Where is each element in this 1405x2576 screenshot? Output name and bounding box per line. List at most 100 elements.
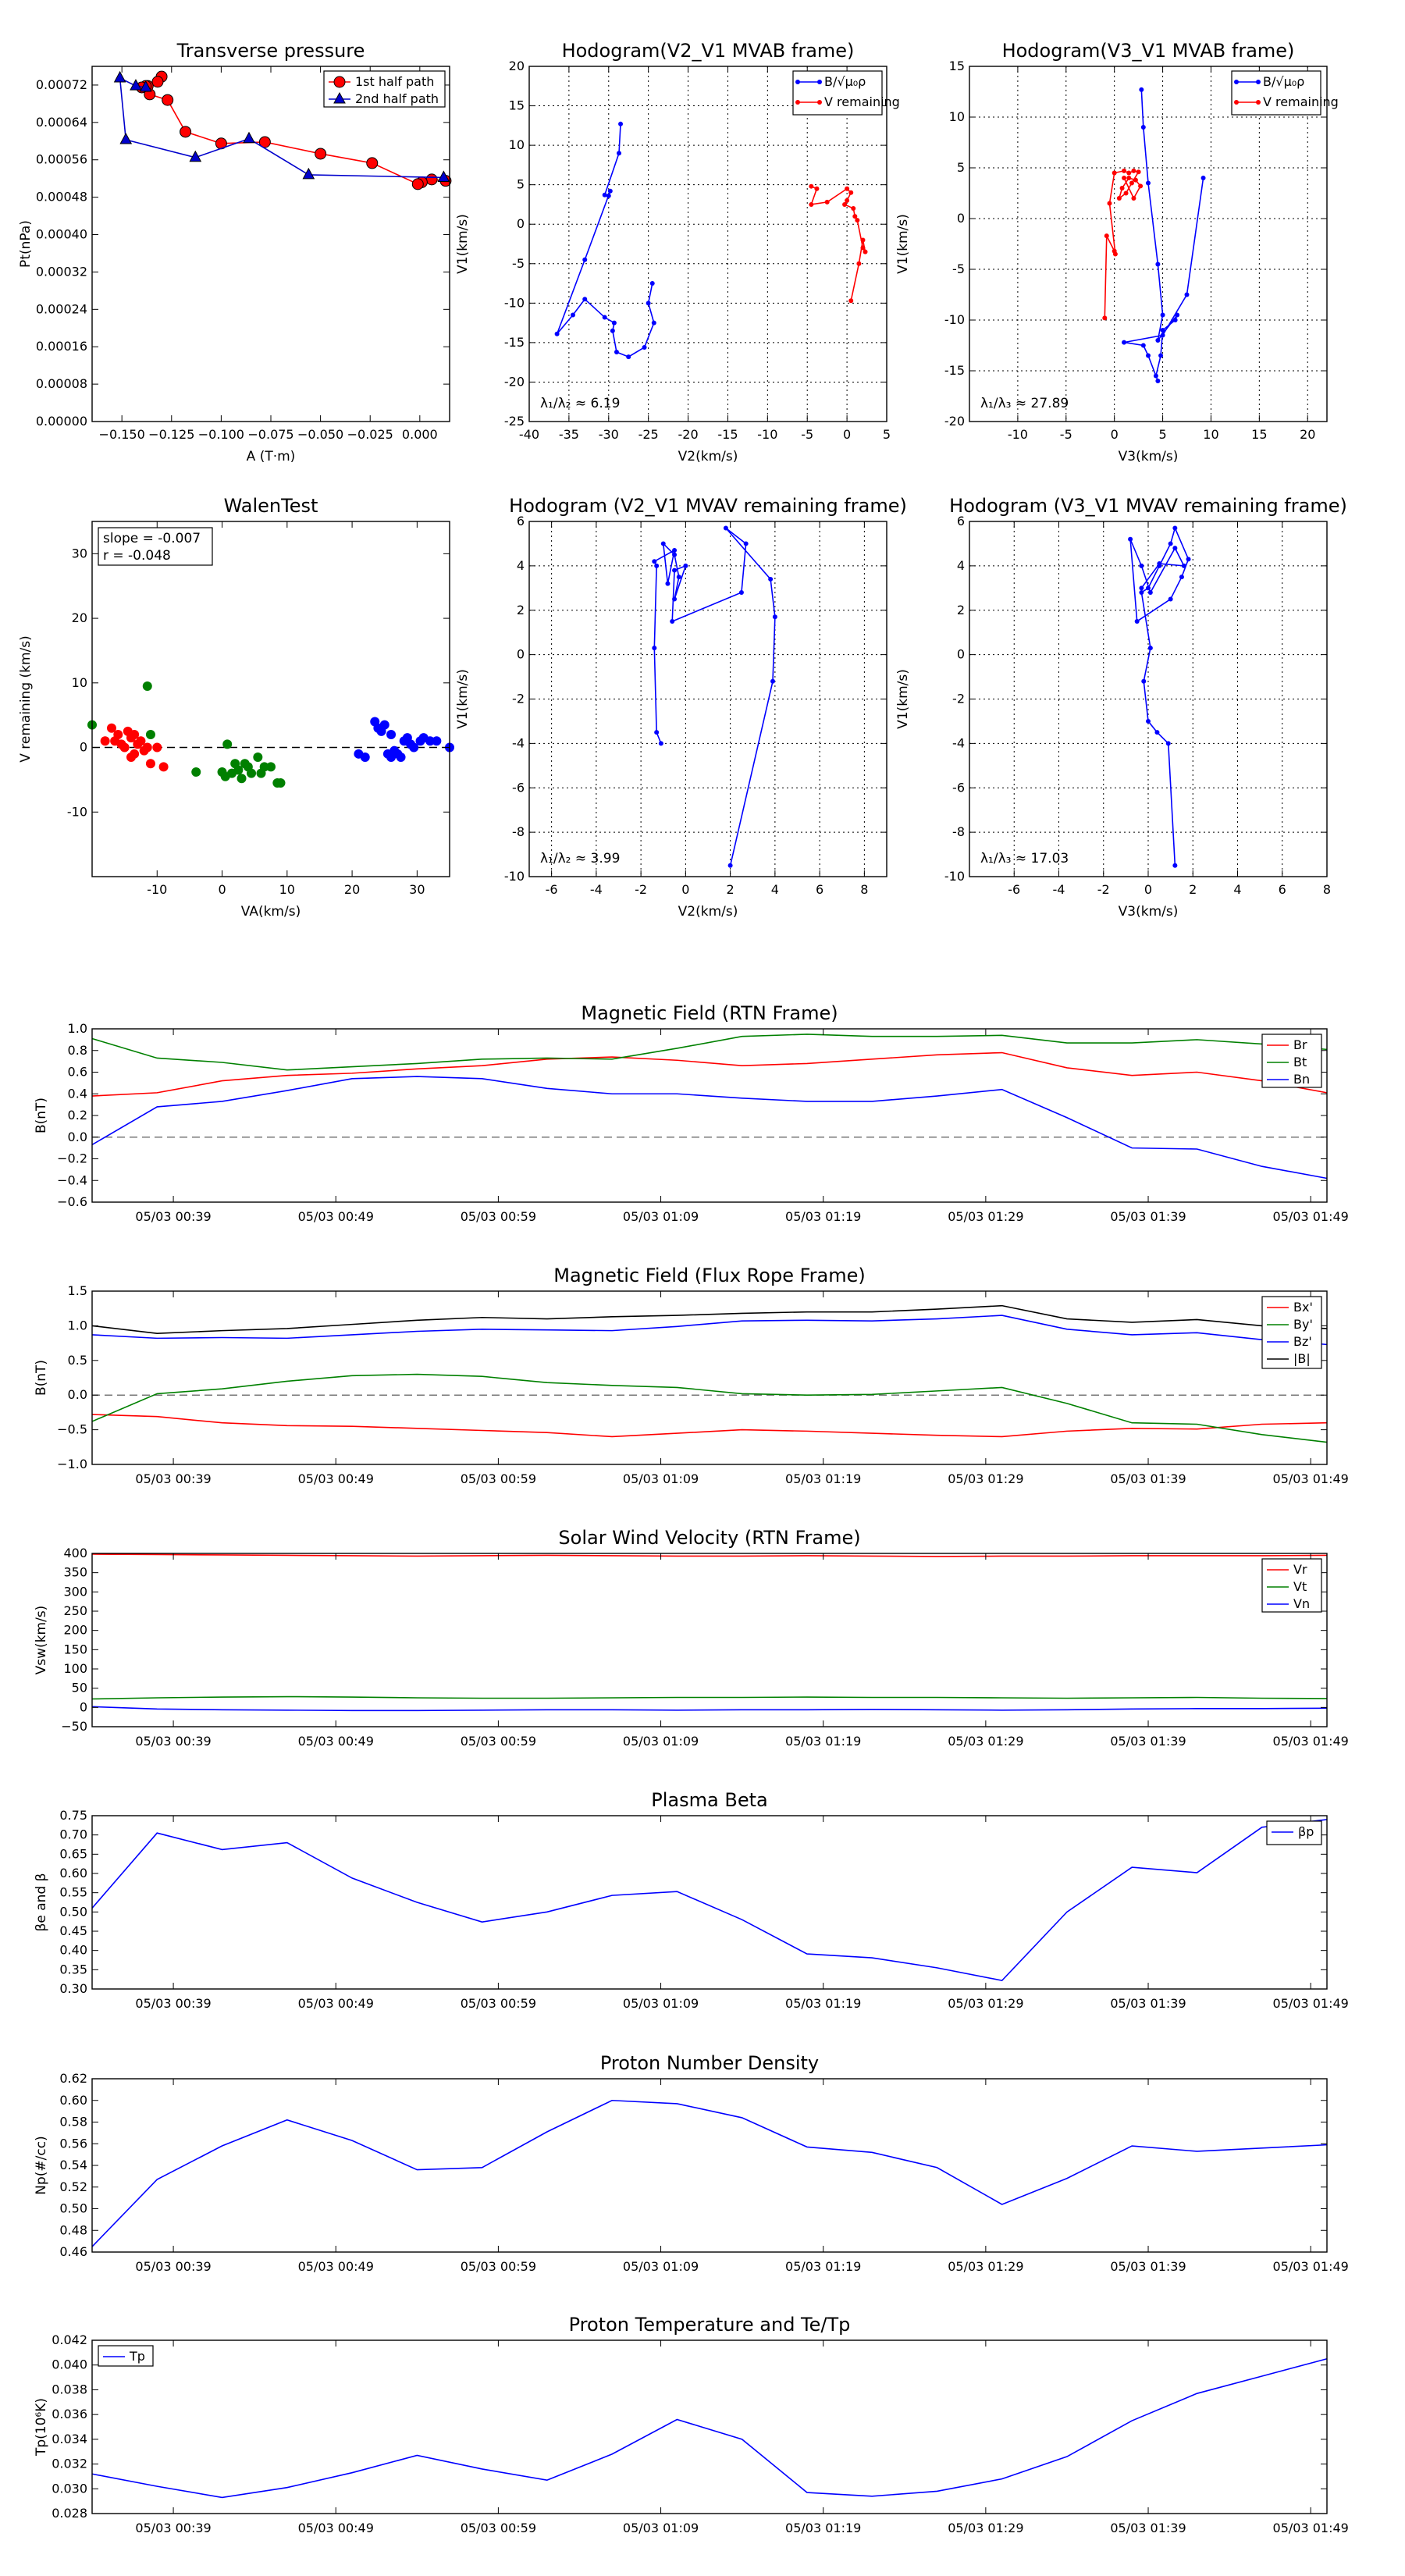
x-tick-label: 05/03 00:59 xyxy=(461,1734,536,1749)
y-axis-label: V1(km/s) xyxy=(895,214,911,274)
data-point xyxy=(1155,262,1161,267)
x-tick-label: −0.100 xyxy=(198,427,244,442)
chart-magnetic_field_rtn: Magnetic Field (RTN Frame) −0.6 −0.4 −0.2 0.… xyxy=(34,1002,1349,1224)
y-tick-label: -20 xyxy=(504,374,525,389)
legend-box xyxy=(1261,1034,1322,1088)
y-tick-label: -6 xyxy=(952,780,965,795)
data-point xyxy=(863,249,868,254)
y-tick-label: 0.2 xyxy=(68,1108,87,1123)
x-tick-label: −0.075 xyxy=(247,427,293,442)
series-line xyxy=(91,1034,1328,1071)
x-tick-label: -10 xyxy=(1008,427,1028,442)
x-tick-label: 05/03 01:49 xyxy=(1273,2521,1349,2535)
y-tick-label: −0.4 xyxy=(57,1172,87,1187)
x-tick-label: 2 xyxy=(727,882,735,897)
x-tick-label: 05/03 01:39 xyxy=(1110,1209,1186,1224)
data-point xyxy=(1131,196,1136,201)
y-tick-label: 30 xyxy=(72,546,87,560)
data-point xyxy=(386,730,397,739)
x-tick-label: 4 xyxy=(1233,882,1241,897)
data-point xyxy=(139,80,152,92)
y-tick-label: 2 xyxy=(517,603,525,617)
data-point xyxy=(119,132,133,144)
series-line xyxy=(91,1706,1328,1712)
data-point xyxy=(100,736,110,746)
legend: Vr Vt Vn xyxy=(1261,1558,1322,1613)
y-tick-label: 0.040 xyxy=(52,2357,87,2372)
data-point xyxy=(1126,170,1132,176)
x-axis-label: V2(km/s) xyxy=(678,449,738,464)
x-tick-label: -2 xyxy=(635,882,647,897)
legend-marker xyxy=(1234,100,1239,105)
legend: 1st half path 2nd half path xyxy=(323,70,446,108)
data-point xyxy=(1153,373,1158,379)
data-point xyxy=(809,201,814,207)
x-tick-label: 05/03 00:59 xyxy=(461,1209,536,1224)
y-tick-label: 0.00016 xyxy=(36,339,87,354)
x-tick-label: 10 xyxy=(279,882,295,897)
data-point xyxy=(1128,536,1133,542)
series-line xyxy=(91,2099,1328,2247)
plot-frame xyxy=(969,66,1328,422)
x-tick-label: -4 xyxy=(1053,882,1065,897)
x-tick-label: 05/03 01:29 xyxy=(948,1996,1023,2011)
data-point xyxy=(1184,292,1190,297)
plot-frame xyxy=(91,1028,1328,1203)
y-tick-label: 350 xyxy=(63,1565,87,1580)
y-tick-label: 2 xyxy=(957,603,965,617)
legend-marker xyxy=(795,100,800,105)
legend-box xyxy=(792,70,883,116)
series-line xyxy=(91,1315,1328,1346)
data-point xyxy=(651,320,656,326)
x-tick-label: -10 xyxy=(147,882,167,897)
x-axis-label: V2(km/s) xyxy=(678,904,738,920)
series-2 xyxy=(1102,168,1144,321)
y-tick-label: 0.00072 xyxy=(36,77,87,92)
y-tick-label: 0.58 xyxy=(59,2115,87,2129)
y-tick-label: 6 xyxy=(517,514,525,528)
plot-frame xyxy=(91,1290,1328,1465)
data-point xyxy=(1172,525,1178,531)
data-point xyxy=(247,768,257,778)
data-point xyxy=(1168,541,1173,546)
x-tick-label: 05/03 01:49 xyxy=(1273,2259,1349,2274)
y-tick-label: −0.6 xyxy=(57,1194,87,1209)
y-tick-label: 0.8 xyxy=(68,1043,87,1058)
legend: βp xyxy=(1266,1820,1322,1845)
data-point xyxy=(654,730,660,735)
plot-frame xyxy=(91,1553,1328,1727)
series-line xyxy=(91,1076,1328,1179)
data-point xyxy=(130,749,140,759)
data-point xyxy=(1160,333,1165,338)
series-line xyxy=(1123,89,1204,382)
series-1 xyxy=(1128,525,1191,868)
data-point xyxy=(1123,190,1129,196)
x-tick-label: -35 xyxy=(559,427,579,442)
y-tick-label: 1.0 xyxy=(68,1021,87,1036)
data-point xyxy=(1122,168,1127,173)
legend: B/√μ₀ρ V remaining xyxy=(1231,70,1339,116)
x-tick-label: 05/03 01:09 xyxy=(623,2259,699,2274)
legend-label: V remaining xyxy=(824,94,900,109)
data-point xyxy=(142,681,152,691)
x-tick-label: -20 xyxy=(678,427,698,442)
ratio-annotation: λ₁/λ₂ ≈ 3.99 xyxy=(540,851,620,866)
y-tick-label: 5 xyxy=(957,160,965,175)
data-point xyxy=(411,178,424,190)
y-tick-label: -15 xyxy=(504,335,525,350)
chart-title: Proton Number Density xyxy=(600,2052,819,2074)
y-tick-label: -15 xyxy=(944,363,965,378)
chart-transverse_pressure: Transverse pressure 0.00000 0.00008 0.00016… xyxy=(18,40,452,464)
x-tick-label: 0.000 xyxy=(402,427,438,442)
y-tick-label: −50 xyxy=(61,1719,87,1734)
data-point xyxy=(1116,196,1122,201)
y-tick-label: 4 xyxy=(957,558,965,573)
series-line xyxy=(91,1553,1328,1557)
x-tick-label: 5 xyxy=(1158,427,1166,442)
chart-title: Proton Temperature and Te/Tp xyxy=(569,2314,851,2336)
data-point xyxy=(396,752,406,762)
y-tick-label: -5 xyxy=(512,256,525,271)
y-tick-label: 15 xyxy=(509,98,525,113)
data-point xyxy=(425,173,438,186)
x-tick-label: 05/03 00:59 xyxy=(461,2521,536,2535)
